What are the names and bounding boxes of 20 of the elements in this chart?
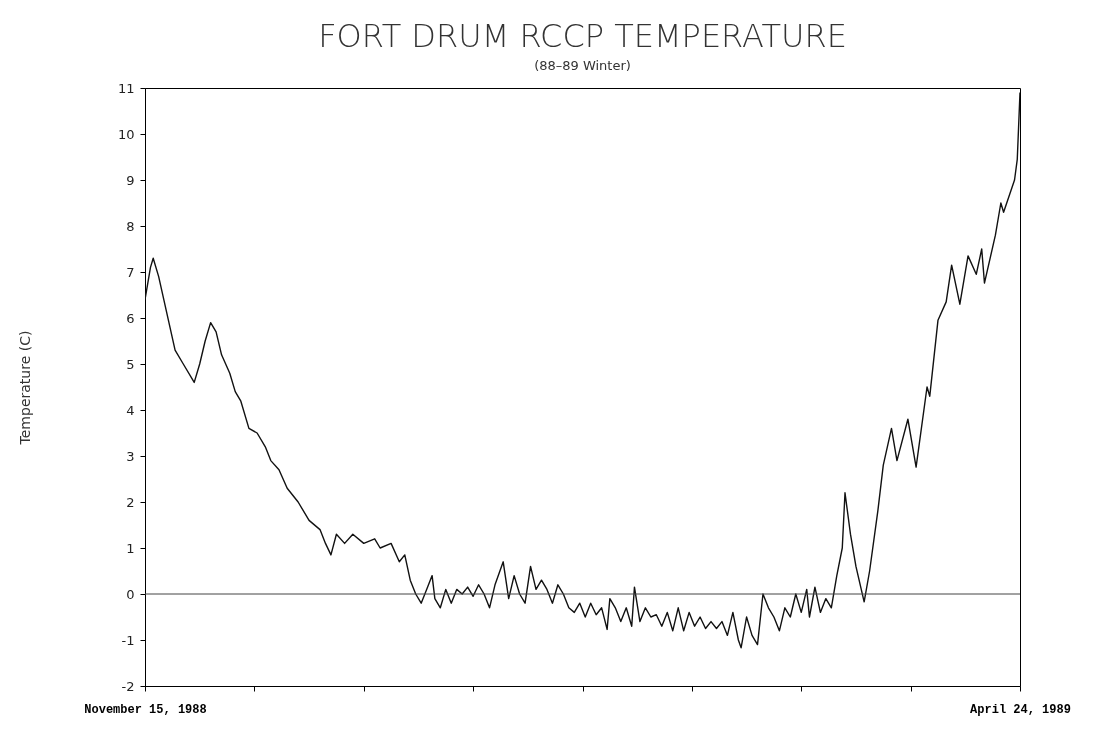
y-tick-label: 5 xyxy=(126,356,135,372)
y-tick-label: 0 xyxy=(126,586,135,602)
x-tick-label: November 15, 1988 xyxy=(84,702,207,717)
y-tick-label: 9 xyxy=(126,172,135,188)
y-tick-label: 4 xyxy=(126,402,135,418)
y-tick-label: 1 xyxy=(126,540,135,556)
chart-title: FORT DRUM RCCP TEMPERATURE xyxy=(318,17,847,55)
y-tick-label: 6 xyxy=(126,310,135,326)
y-tick-label: -1 xyxy=(121,632,135,648)
x-tick-label: April 24, 1989 xyxy=(970,702,1071,717)
y-tick-label: 2 xyxy=(126,494,135,510)
y-axis-title: Temperature (C) xyxy=(16,330,33,446)
line-series xyxy=(145,91,1020,649)
y-tick-label: 11 xyxy=(117,80,135,96)
y-tick-label: -2 xyxy=(121,678,135,694)
y-tick-label: 7 xyxy=(126,264,135,280)
y-tick-label: 10 xyxy=(117,126,135,142)
chart-subtitle: (88–89 Winter) xyxy=(534,58,631,73)
y-tick-label: 8 xyxy=(126,218,135,234)
y-tick-label: 3 xyxy=(126,448,135,464)
